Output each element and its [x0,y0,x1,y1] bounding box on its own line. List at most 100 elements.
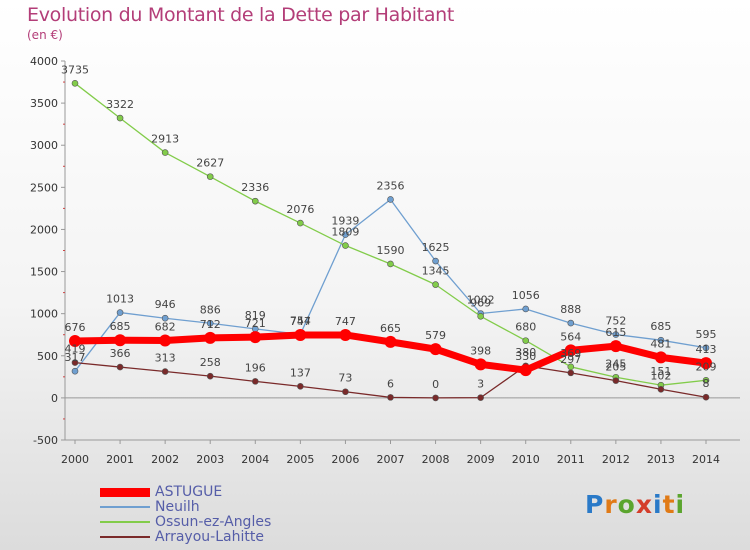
data-label-arrayou-lahitte: 366 [110,347,131,360]
y-tick-label: 3000 [30,139,58,152]
proxiti-logo: Proxiti [585,490,685,519]
data-label-ossun-ez-angles: 2627 [196,157,224,170]
y-tick-label: 1000 [30,308,58,321]
x-tick-label: 2005 [286,453,314,466]
data-point-arrayou-lahitte [432,394,439,402]
data-point-neuilh [387,196,394,203]
data-label-arrayou-lahitte: 8 [703,377,710,390]
data-point-arrayou-lahitte [161,368,169,375]
y-tick-label: 0 [51,392,58,405]
x-tick-label: 2009 [467,453,495,466]
data-label-arrayou-lahitte: 6 [387,377,394,390]
data-point-ossun-ez-angles [161,149,169,156]
logo-letter: x [635,490,653,519]
y-tick-label: 2500 [30,181,58,194]
data-point-arrayou-lahitte [342,388,349,396]
data-point-ossun-ez-angles [702,376,710,384]
legend-swatch [100,536,150,538]
data-label-neuilh: 1625 [422,241,450,254]
x-tick-label: 2002 [151,453,179,466]
data-label-arrayou-lahitte: 73 [338,372,352,385]
data-label-astugue: 685 [110,320,131,333]
data-point-ossun-ez-angles [432,281,439,288]
data-label-arrayou-lahitte: 258 [200,356,221,369]
x-tick-label: 2011 [557,453,585,466]
data-point-arrayou-lahitte [297,383,304,390]
data-label-ossun-ez-angles: 2336 [241,181,269,194]
data-point-neuilh [657,336,665,344]
data-label-ossun-ez-angles: 209 [696,360,717,373]
data-point-neuilh [702,344,710,352]
legend-label: Arrayou-Lahitte [155,529,264,545]
data-point-astugue [69,334,81,347]
data-label-ossun-ez-angles: 2913 [151,133,179,146]
x-tick-label: 2010 [512,453,540,466]
legend-label: ASTUGUE [155,484,223,500]
data-label-neuilh: 1013 [106,293,134,306]
data-point-neuilh [71,367,79,375]
data-label-astugue: 712 [200,318,221,331]
data-label-neuilh: 819 [245,309,266,322]
data-label-ossun-ez-angles: 680 [515,321,536,334]
data-point-ossun-ez-angles [342,242,349,249]
data-point-astugue [654,351,667,364]
data-label-neuilh: 754 [290,314,311,327]
data-label-arrayou-lahitte: 3 [477,378,484,391]
y-tick-label: 3500 [30,97,58,110]
legend-swatch [100,521,150,523]
y-tick-label: 1500 [30,266,58,279]
x-tick-label: 2007 [377,453,405,466]
data-label-astugue: 682 [155,320,176,333]
data-label-neuilh: 888 [560,303,581,316]
data-point-astugue [564,344,577,357]
data-label-astugue: 665 [380,322,401,335]
logo-letter: t [662,490,676,519]
data-label-ossun-ez-angles: 1809 [331,226,359,239]
data-point-astugue [339,328,352,341]
data-label-arrayou-lahitte: 0 [432,378,439,391]
data-label-ossun-ez-angles: 2076 [286,203,314,216]
data-point-arrayou-lahitte [612,377,620,384]
y-tick-label: 2000 [30,223,58,236]
data-point-arrayou-lahitte [206,372,214,380]
data-label-arrayou-lahitte: 313 [155,352,176,365]
data-label-astugue: 579 [425,329,446,342]
data-label-astugue: 481 [650,337,671,350]
logo-letter: i [675,490,686,519]
data-label-ossun-ez-angles: 3735 [61,63,89,76]
data-point-astugue [204,331,217,344]
x-tick-label: 2013 [647,453,675,466]
data-label-astugue: 398 [470,344,491,357]
data-label-neuilh: 317 [65,351,86,364]
data-label-ossun-ez-angles: 3322 [106,98,134,111]
data-label-astugue: 413 [696,343,717,356]
data-point-astugue [519,364,532,377]
data-point-neuilh [432,257,439,265]
data-label-astugue: 721 [245,317,266,330]
data-label-neuilh: 595 [696,328,717,341]
data-label-neuilh: 752 [605,315,626,328]
data-point-ossun-ez-angles [71,80,79,87]
data-label-astugue: 615 [605,326,626,339]
data-point-arrayou-lahitte [251,378,259,385]
data-point-neuilh [206,319,214,327]
data-label-astugue: 330 [515,350,536,363]
legend-label: Ossun-ez-Angles [155,514,272,530]
data-point-astugue [249,331,262,344]
data-point-arrayou-lahitte [387,394,394,401]
data-point-neuilh [161,314,169,322]
data-label-ossun-ez-angles: 151 [650,365,671,378]
data-point-arrayou-lahitte [477,394,484,401]
data-point-ossun-ez-angles [206,173,214,180]
logo-letter: o [617,490,636,519]
data-label-ossun-ez-angles: 969 [470,296,491,309]
data-label-ossun-ez-angles: 369 [560,347,581,360]
y-tick-label: 4000 [30,55,58,68]
data-point-ossun-ez-angles [116,114,124,122]
data-label-neuilh: 685 [650,320,671,333]
x-tick-label: 2006 [331,453,359,466]
x-tick-label: 2000 [61,453,89,466]
x-tick-label: 2003 [196,453,224,466]
logo-letter: r [604,490,618,519]
